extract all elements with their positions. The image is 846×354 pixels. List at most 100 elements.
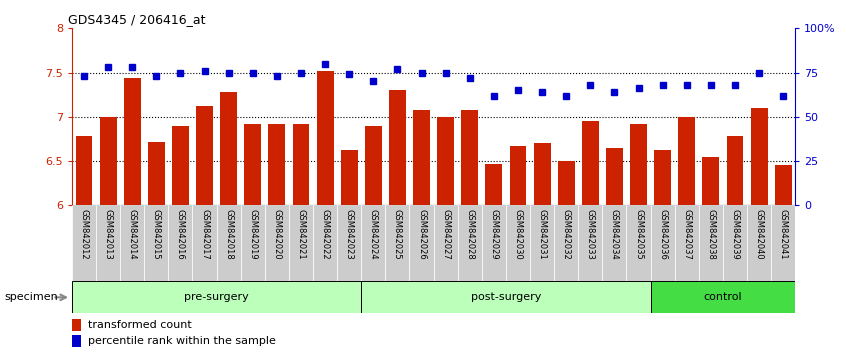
Text: percentile rank within the sample: percentile rank within the sample [88,336,276,346]
Bar [361,205,385,281]
Bar [530,205,554,281]
Text: specimen: specimen [4,292,58,302]
Bar [144,205,168,281]
Bar [771,205,795,281]
Bar [75,136,92,205]
Bar [100,117,117,205]
Bar [96,205,120,281]
Bar [437,117,454,205]
Text: GSM842013: GSM842013 [103,209,113,260]
Bar [316,71,333,205]
Text: GSM842024: GSM842024 [369,209,378,260]
Bar [674,205,699,281]
Text: GSM842027: GSM842027 [441,209,450,260]
Bar [72,335,80,347]
Text: GSM842021: GSM842021 [296,209,305,260]
Bar [775,166,792,205]
Text: GSM842029: GSM842029 [489,209,498,260]
Bar [578,205,602,281]
Text: GSM842034: GSM842034 [610,209,619,260]
Text: control: control [704,292,742,302]
Bar [288,205,313,281]
Bar [72,319,80,331]
Bar [293,124,310,205]
Bar [192,205,217,281]
Bar [409,205,433,281]
Text: GSM842035: GSM842035 [634,209,643,260]
Bar [365,126,382,205]
Bar [509,146,526,205]
Bar [172,126,189,205]
Text: GSM842012: GSM842012 [80,209,89,260]
Bar [626,205,651,281]
Text: GSM842040: GSM842040 [755,209,764,260]
Bar [341,150,358,205]
Text: GSM842033: GSM842033 [585,209,595,260]
Text: GSM842017: GSM842017 [200,209,209,260]
Bar [265,205,288,281]
Bar [722,205,747,281]
Text: GSM842031: GSM842031 [537,209,547,260]
Bar [630,124,647,205]
Text: GDS4345 / 206416_at: GDS4345 / 206416_at [69,13,206,26]
Text: GSM842030: GSM842030 [514,209,523,260]
Text: GSM842026: GSM842026 [417,209,426,260]
Bar [458,205,481,281]
Text: GSM842025: GSM842025 [393,209,402,260]
Bar [651,281,795,313]
Bar [268,124,285,205]
Bar [554,205,578,281]
Bar [602,205,626,281]
Text: GSM842014: GSM842014 [128,209,137,260]
Bar [385,205,409,281]
Bar [240,205,265,281]
Bar [678,117,695,205]
Bar [534,143,551,205]
Bar [196,106,213,205]
Text: GSM842018: GSM842018 [224,209,233,260]
Bar [413,110,430,205]
Bar [606,148,623,205]
Text: GSM842028: GSM842028 [465,209,475,260]
Text: GSM842037: GSM842037 [682,209,691,260]
Text: GSM842022: GSM842022 [321,209,330,260]
Text: GSM842032: GSM842032 [562,209,571,260]
Bar [582,121,599,205]
Bar [486,164,503,205]
Bar [217,205,240,281]
Bar [702,157,719,205]
Text: GSM842016: GSM842016 [176,209,185,260]
Text: post-surgery: post-surgery [470,292,541,302]
Bar [461,110,478,205]
Bar [72,205,96,281]
Text: GSM842038: GSM842038 [706,209,716,260]
Text: pre-surgery: pre-surgery [184,292,249,302]
Text: GSM842020: GSM842020 [272,209,282,260]
Text: transformed count: transformed count [88,320,191,330]
Text: GSM842036: GSM842036 [658,209,667,260]
Bar [120,205,144,281]
Bar [220,92,237,205]
Bar [168,205,192,281]
Bar [651,205,674,281]
Text: GSM842039: GSM842039 [730,209,739,260]
Bar [506,205,530,281]
Text: GSM842019: GSM842019 [248,209,257,260]
Bar [313,205,337,281]
Bar [124,78,140,205]
Bar [361,281,651,313]
Bar [699,205,722,281]
Bar [389,90,406,205]
Bar [654,150,671,205]
Bar [72,281,361,313]
Bar [337,205,361,281]
Bar [481,205,506,281]
Text: GSM842023: GSM842023 [344,209,354,260]
Bar [558,161,574,205]
Bar [148,142,165,205]
Bar [747,205,771,281]
Bar [727,136,744,205]
Text: GSM842041: GSM842041 [778,209,788,260]
Bar [244,124,261,205]
Bar [433,205,458,281]
